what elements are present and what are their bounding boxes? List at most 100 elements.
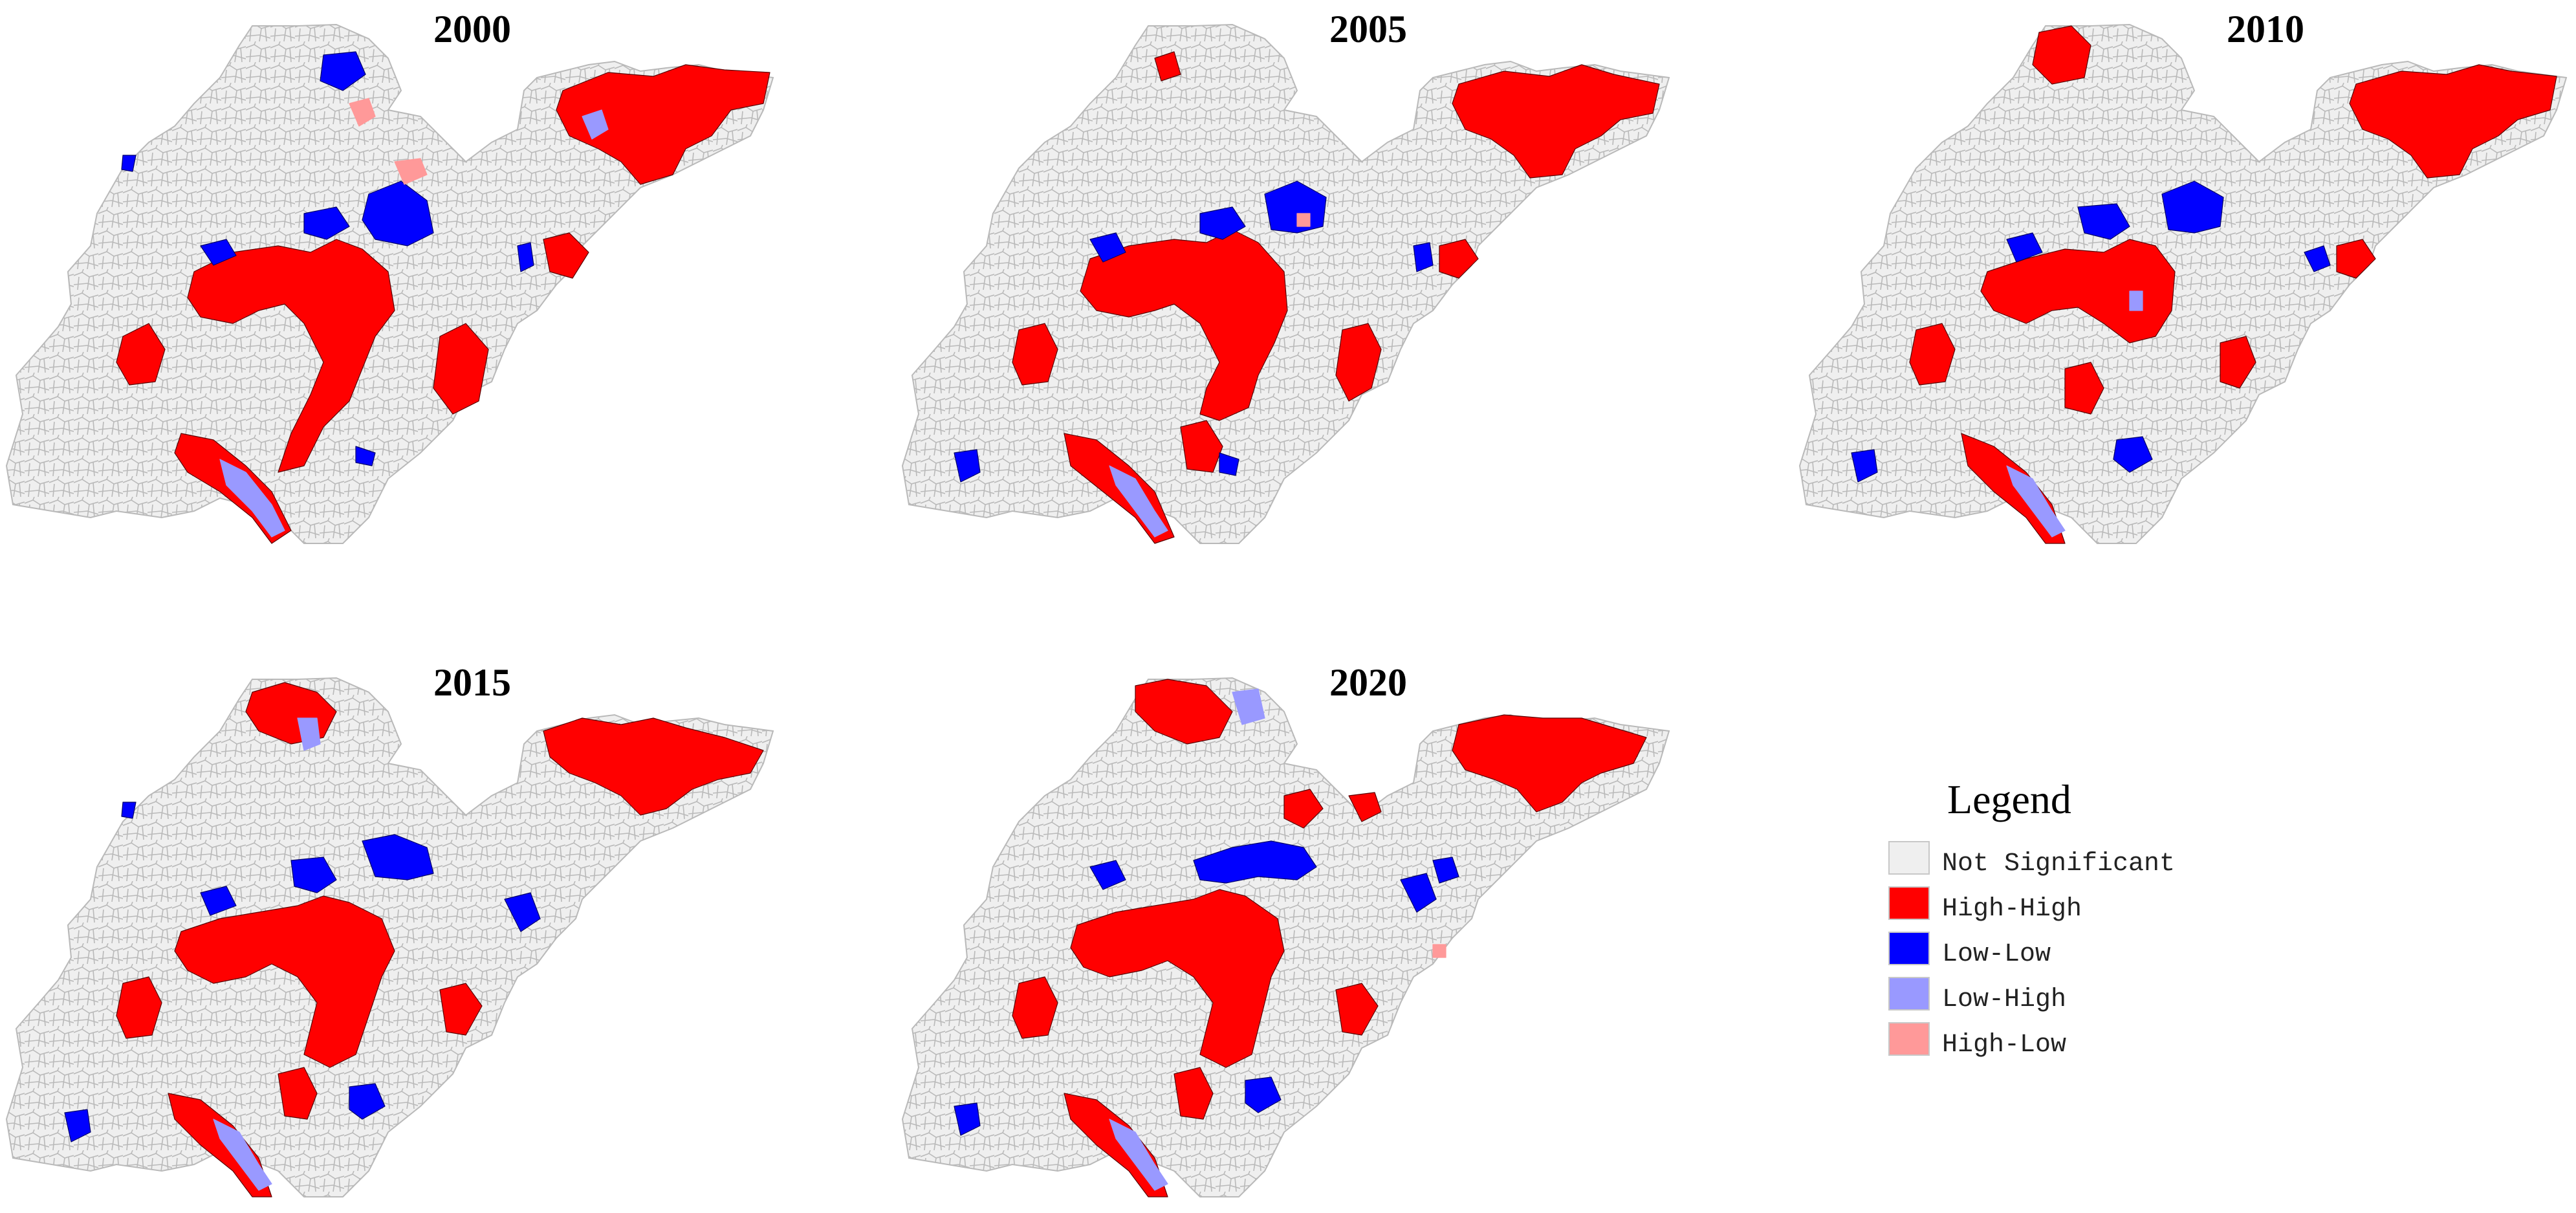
cluster-low-low-region: [2006, 232, 2043, 263]
legend-swatch: [1888, 886, 1930, 920]
cluster-low-low-region: [1851, 449, 1878, 483]
cluster-low-high-region: [2129, 290, 2143, 311]
cluster-high-high-region: [1070, 889, 1285, 1068]
cluster-high-high-region: [278, 1067, 318, 1120]
cluster-low-low-region: [362, 180, 434, 246]
cluster-low-high-region: [1109, 465, 1168, 538]
cluster-high-high-region: [1180, 420, 1223, 473]
panel-year-title: 2020: [1329, 661, 1407, 704]
cluster-low-low-region: [1219, 452, 1239, 476]
cluster-low-low-region: [200, 886, 237, 916]
cluster-low-low-region: [290, 857, 337, 893]
cluster-low-low-region: [2304, 245, 2331, 272]
legend-title: Legend: [1947, 776, 2071, 822]
cluster-high-high-region: [116, 323, 166, 386]
cluster-low-low-region: [504, 892, 541, 932]
cluster-high-high-region: [1335, 983, 1379, 1036]
cluster-high-high-region: [433, 323, 489, 415]
cluster-low-high-region: [297, 717, 321, 751]
cluster-low-low-region: [303, 206, 350, 240]
cluster-high-low-region: [1432, 944, 1446, 958]
cluster-low-high-region: [213, 1119, 272, 1191]
cluster-low-low-region: [200, 239, 237, 266]
legend-label: Not Significant: [1942, 849, 2175, 879]
cluster-low-high-region: [219, 459, 285, 538]
legend: Legend Not Significant High-High Low-Low Lo…: [1888, 776, 2175, 1060]
cluster-high-high-region: [2032, 25, 2091, 85]
cluster-low-high-region: [2006, 465, 2066, 538]
cluster-low-low-region: [64, 1109, 91, 1142]
legend-swatch: [1888, 1022, 1930, 1056]
cluster-low-low-region: [954, 1102, 981, 1136]
cluster-high-low-region: [1296, 213, 1311, 227]
cluster-high-high-region: [1980, 239, 2176, 344]
cluster-high-high-region: [1173, 1067, 1214, 1120]
map-panel-2020: 2020: [902, 661, 1670, 1197]
cluster-low-low-region: [1400, 873, 1437, 913]
cluster-low-low-region: [2113, 436, 2153, 473]
cluster-high-high-region: [1348, 792, 1382, 822]
legend-swatch: [1888, 841, 1930, 875]
legend-item-high-high: High-High: [1888, 886, 2082, 924]
panel-year-title: 2000: [433, 8, 511, 50]
cluster-low-low-region: [517, 242, 534, 272]
cluster-high-high-region: [1154, 51, 1181, 82]
cluster-high-high-region: [1012, 976, 1058, 1039]
cluster-low-low-region: [2077, 203, 2130, 240]
cluster-low-low-region: [1089, 860, 1126, 890]
cluster-low-low-region: [1193, 840, 1317, 884]
cluster-high-high-region: [174, 895, 395, 1068]
cluster-low-low-region: [355, 446, 376, 466]
cluster-high-high-region: [116, 976, 162, 1039]
cluster-high-high-region: [1452, 714, 1647, 813]
cluster-high-high-region: [556, 64, 770, 185]
cluster-low-low-region: [1199, 206, 1246, 240]
legend-label: Low-High: [1942, 985, 2066, 1014]
cluster-high-low-region: [394, 158, 428, 185]
map-panel-2005: 2005: [902, 8, 1670, 544]
cluster-high-high-region: [2349, 64, 2557, 179]
cluster-low-low-region: [2161, 180, 2224, 234]
cluster-high-high-region: [1335, 323, 1382, 402]
legend-label: Low-Low: [1942, 940, 2051, 969]
legend-swatch: [1888, 932, 1930, 965]
cluster-low-low-region: [1089, 232, 1126, 263]
cluster-high-high-region: [543, 717, 764, 816]
map-panel-2000: 2000: [6, 8, 774, 544]
cluster-low-low-region: [1245, 1076, 1282, 1113]
legend-label: High-Low: [1942, 1031, 2066, 1060]
legend-item-not-significant: Not Significant: [1888, 841, 2175, 879]
cluster-low-low-region: [349, 1083, 386, 1120]
cluster-low-high-region: [1109, 1119, 1168, 1191]
cluster-low-low-region: [121, 802, 136, 819]
cluster-low-low-region: [954, 449, 981, 483]
panel-year-title: 2005: [1329, 8, 1407, 50]
cluster-low-low-region: [1413, 242, 1434, 272]
cluster-high-high-region: [439, 983, 483, 1036]
cluster-low-high-region: [582, 109, 609, 140]
cluster-high-high-region: [1452, 64, 1660, 179]
cluster-high-high-region: [1909, 323, 1956, 386]
cluster-high-high-region: [2336, 239, 2376, 279]
cluster-high-high-region: [1012, 323, 1058, 386]
cluster-low-low-region: [121, 155, 136, 172]
cluster-low-high-region: [1232, 688, 1265, 725]
cluster-high-high-region: [187, 239, 395, 473]
cluster-low-low-region: [320, 51, 366, 91]
legend-swatch: [1888, 977, 1930, 1011]
cluster-high-high-region: [1283, 789, 1324, 829]
panel-year-title: 2010: [2227, 8, 2304, 50]
cluster-high-high-region: [2220, 336, 2256, 389]
cluster-high-high-region: [2064, 362, 2104, 415]
cluster-high-low-region: [349, 98, 376, 127]
legend-label: High-High: [1942, 895, 2082, 924]
cluster-low-low-region: [1264, 180, 1327, 234]
legend-item-low-high: Low-High: [1888, 977, 2066, 1014]
cluster-high-high-region: [543, 232, 589, 279]
legend-item-low-low: Low-Low: [1888, 932, 2051, 969]
panel-year-title: 2015: [433, 661, 511, 704]
cluster-low-low-region: [1432, 857, 1459, 884]
map-panel-2010: 2010: [1799, 8, 2567, 544]
